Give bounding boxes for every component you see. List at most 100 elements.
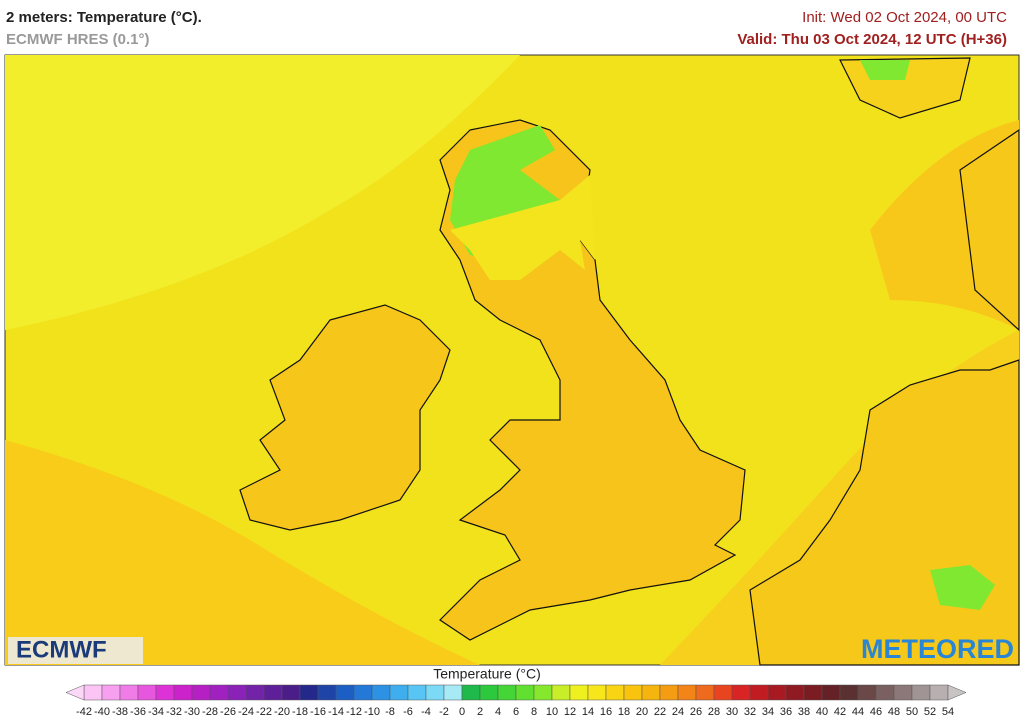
colorbar-tick-label: 44 xyxy=(852,706,864,718)
colorbar-tick-label: 40 xyxy=(816,706,828,718)
colorbar-tick-label: 48 xyxy=(888,706,900,718)
colorbar-tick-label: -8 xyxy=(385,706,395,718)
colorbar-tick-label: -4 xyxy=(421,706,431,718)
colorbar-swatch xyxy=(245,684,265,701)
colorbar-tick-label: -20 xyxy=(274,706,290,718)
colorbar-tick-label: 46 xyxy=(870,706,882,718)
colorbar-swatch xyxy=(695,684,715,701)
colorbar-swatch xyxy=(119,684,139,701)
colorbar-tick-label: -14 xyxy=(328,706,344,718)
colorbar-tick-label: 18 xyxy=(618,706,630,718)
colorbar-label: Temperature (°C) xyxy=(433,666,541,682)
colorbar-swatch xyxy=(263,684,283,701)
colorbar-swatch xyxy=(857,684,877,701)
colorbar-swatch xyxy=(497,684,517,701)
ecmwf-logo: ECMWF xyxy=(16,636,107,663)
colorbar-tick-label: -10 xyxy=(364,706,380,718)
colorbar-tick-label: -32 xyxy=(166,706,182,718)
init-time: Init: Wed 02 Oct 2024, 00 UTC xyxy=(802,9,1007,26)
colorbar-over xyxy=(947,684,967,701)
colorbar-tick-label: 28 xyxy=(708,706,720,718)
norway-green xyxy=(860,60,910,80)
colorbar-swatch xyxy=(101,684,121,701)
colorbar-tick-label: 26 xyxy=(690,706,702,718)
colorbar-tick-label: 24 xyxy=(672,706,684,718)
colorbar-swatch xyxy=(641,684,661,701)
colorbar-swatch xyxy=(515,684,535,701)
colorbar-tick-label: -30 xyxy=(184,706,200,718)
colorbar-swatch xyxy=(443,684,463,701)
colorbar-under xyxy=(65,684,85,701)
field-southwest xyxy=(5,440,480,665)
colorbar-tick-label: -42 xyxy=(76,706,92,718)
colorbar-tick-label: 22 xyxy=(654,706,666,718)
colorbar-swatch xyxy=(605,684,625,701)
colorbar-swatch xyxy=(839,684,859,701)
southern-scotland xyxy=(450,175,595,280)
field-west xyxy=(5,55,520,330)
colorbar-tick-label: 2 xyxy=(477,706,483,718)
colorbar-swatch xyxy=(929,684,949,701)
colorbar-tick-label: 14 xyxy=(582,706,594,718)
colorbar-tick-label: -36 xyxy=(130,706,146,718)
colorbar-tick-label: 32 xyxy=(744,706,756,718)
colorbar-swatch xyxy=(425,684,445,701)
colorbar-swatch xyxy=(353,684,373,701)
alps-green xyxy=(930,565,995,610)
ecmwf-logo-bg xyxy=(8,637,143,664)
colorbar-tick-label: 12 xyxy=(564,706,576,718)
colorbar-tick-label: 50 xyxy=(906,706,918,718)
colorbar-tick-label: 0 xyxy=(459,706,465,718)
colorbar-swatch xyxy=(173,684,193,701)
colorbar-tick-label: -6 xyxy=(403,706,413,718)
colorbar-swatch xyxy=(551,684,571,701)
colorbar-swatch xyxy=(137,684,157,701)
colorbar-tick-label: -26 xyxy=(220,706,236,718)
colorbar-tick-label: -12 xyxy=(346,706,362,718)
colorbar-swatch xyxy=(713,684,733,701)
colorbar-swatch xyxy=(299,684,319,701)
colorbar-swatch xyxy=(911,684,931,701)
colorbar-swatch xyxy=(875,684,895,701)
colorbar-swatch xyxy=(533,684,553,701)
valid-time: Valid: Thu 03 Oct 2024, 12 UTC (H+36) xyxy=(737,31,1007,48)
colorbar-swatch xyxy=(83,684,103,701)
colorbar-tick-label: 36 xyxy=(780,706,792,718)
colorbar-tick-label: 20 xyxy=(636,706,648,718)
colorbar-swatch xyxy=(659,684,679,701)
colorbar-tick-label: -38 xyxy=(112,706,128,718)
colorbar-swatch xyxy=(155,684,175,701)
map: ECMWF METEORED xyxy=(4,54,1020,666)
colorbar-tick-label: -22 xyxy=(256,706,272,718)
colorbar-swatch xyxy=(461,684,481,701)
colorbar-tick-label: -28 xyxy=(202,706,218,718)
colorbar-tick-label: 6 xyxy=(513,706,519,718)
colorbar-swatch xyxy=(785,684,805,701)
subtitle: ECMWF HRES (0.1°) xyxy=(6,31,150,48)
colorbar-tick-label: 4 xyxy=(495,706,501,718)
colorbar-tick-label: -24 xyxy=(238,706,254,718)
meteored-logo: METEORED xyxy=(861,634,1014,664)
title: 2 meters: Temperature (°C). xyxy=(6,9,202,26)
colorbar-swatch xyxy=(821,684,841,701)
colorbar-swatch xyxy=(623,684,643,701)
colorbar-tick-label: -16 xyxy=(310,706,326,718)
colorbar-tick-label: 16 xyxy=(600,706,612,718)
colorbar-tick-label: 52 xyxy=(924,706,936,718)
colorbar-tick-label: -18 xyxy=(292,706,308,718)
colorbar-swatch xyxy=(893,684,913,701)
colorbar-tick-label: 10 xyxy=(546,706,558,718)
colorbar-swatch xyxy=(371,684,391,701)
colorbar-swatch xyxy=(335,684,355,701)
colorbar-swatch xyxy=(749,684,769,701)
colorbar-tick-label: 34 xyxy=(762,706,774,718)
colorbar-swatch xyxy=(479,684,499,701)
colorbar-tick-label: -40 xyxy=(94,706,110,718)
colorbar-swatch xyxy=(569,684,589,701)
colorbar-swatch xyxy=(803,684,823,701)
colorbar-swatch xyxy=(731,684,751,701)
colorbar-swatch xyxy=(677,684,697,701)
colorbar-tick-label: -34 xyxy=(148,706,164,718)
colorbar-swatch xyxy=(317,684,337,701)
